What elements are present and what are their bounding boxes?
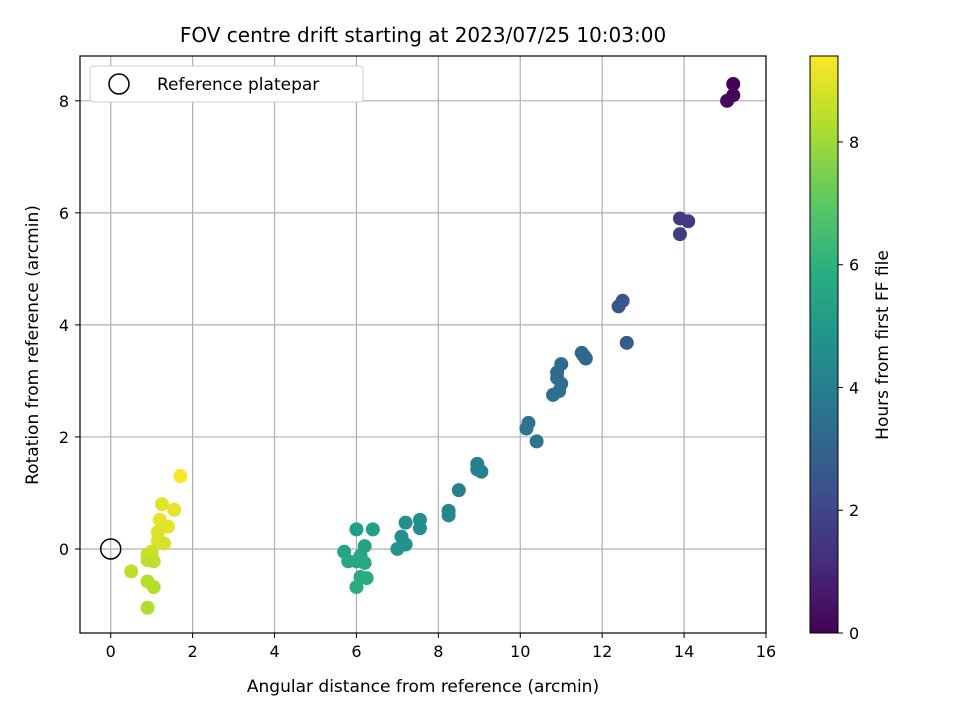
data-point: [349, 522, 364, 537]
data-point: [161, 519, 176, 534]
data-point: [390, 541, 405, 556]
x-tick-label: 16: [756, 642, 776, 661]
data-point: [140, 600, 155, 615]
data-point: [167, 502, 182, 517]
legend-entry-reference-platepar: Reference platepar: [157, 75, 319, 95]
data-point: [146, 580, 161, 595]
data-point: [173, 469, 188, 484]
data-point: [154, 497, 169, 512]
x-tick-label: 10: [510, 642, 530, 661]
x-tick-label: 0: [106, 642, 116, 661]
data-point: [365, 522, 380, 537]
colorbar-tick-label: 2: [849, 501, 859, 520]
y-tick-label: 4: [59, 316, 69, 335]
y-axis-label: Rotation from reference (arcmin): [23, 205, 43, 485]
data-point: [470, 462, 485, 477]
data-point: [146, 554, 161, 569]
data-point: [519, 421, 534, 436]
colorbar-tick-label: 4: [849, 378, 859, 397]
x-tick-label: 6: [351, 642, 361, 661]
grid-lines: [80, 56, 767, 633]
y-axis-ticks: 0 2 4 6 8: [59, 92, 80, 559]
x-tick-label: 2: [188, 642, 198, 661]
colorbar-tick-label: 0: [849, 624, 859, 643]
data-point: [546, 387, 561, 402]
data-point: [529, 434, 544, 449]
colorbar-label: Hours from first FF file: [873, 250, 893, 440]
colorbar-tick-label: 6: [849, 256, 859, 275]
data-point: [726, 77, 741, 92]
reference-platepar-marker: [99, 538, 122, 560]
x-axis-ticks: 0 2 4 6 8 10 12 14 16: [106, 633, 776, 661]
data-points: [124, 77, 741, 615]
y-tick-label: 2: [59, 428, 69, 447]
data-point: [672, 227, 687, 242]
colorbar-gradient: [809, 55, 839, 634]
legend: Reference platepar: [89, 65, 364, 103]
y-tick-label: 8: [59, 92, 69, 111]
data-point: [576, 348, 591, 363]
x-tick-label: 4: [269, 642, 279, 661]
data-point: [681, 214, 696, 229]
data-point: [398, 515, 413, 530]
data-point: [156, 536, 171, 551]
legend-marker-icon: [108, 73, 130, 95]
colorbar-tick-label: 8: [849, 133, 859, 152]
colorbar: 0 2 4 6 8 Hours from first FF file: [809, 55, 893, 643]
x-tick-label: 14: [674, 642, 694, 661]
data-point: [441, 508, 456, 523]
data-point: [412, 521, 427, 536]
data-point: [720, 93, 735, 108]
data-point: [349, 580, 364, 595]
legend-box: [89, 65, 364, 103]
data-point: [124, 564, 139, 579]
data-point: [359, 571, 374, 586]
x-tick-label: 12: [592, 642, 612, 661]
data-point: [619, 335, 634, 350]
data-point: [615, 293, 630, 308]
colorbar-ticks: 0 2 4 6 8: [838, 133, 859, 643]
y-tick-label: 6: [59, 204, 69, 223]
y-tick-label: 0: [59, 540, 69, 559]
x-axis-label: Angular distance from reference (arcmin): [247, 677, 599, 697]
data-point: [451, 483, 466, 498]
data-point: [357, 555, 372, 570]
x-tick-label: 8: [433, 642, 443, 661]
plot-frame: [79, 55, 767, 634]
chart-title: FOV centre drift starting at 2023/07/25 …: [180, 23, 666, 47]
